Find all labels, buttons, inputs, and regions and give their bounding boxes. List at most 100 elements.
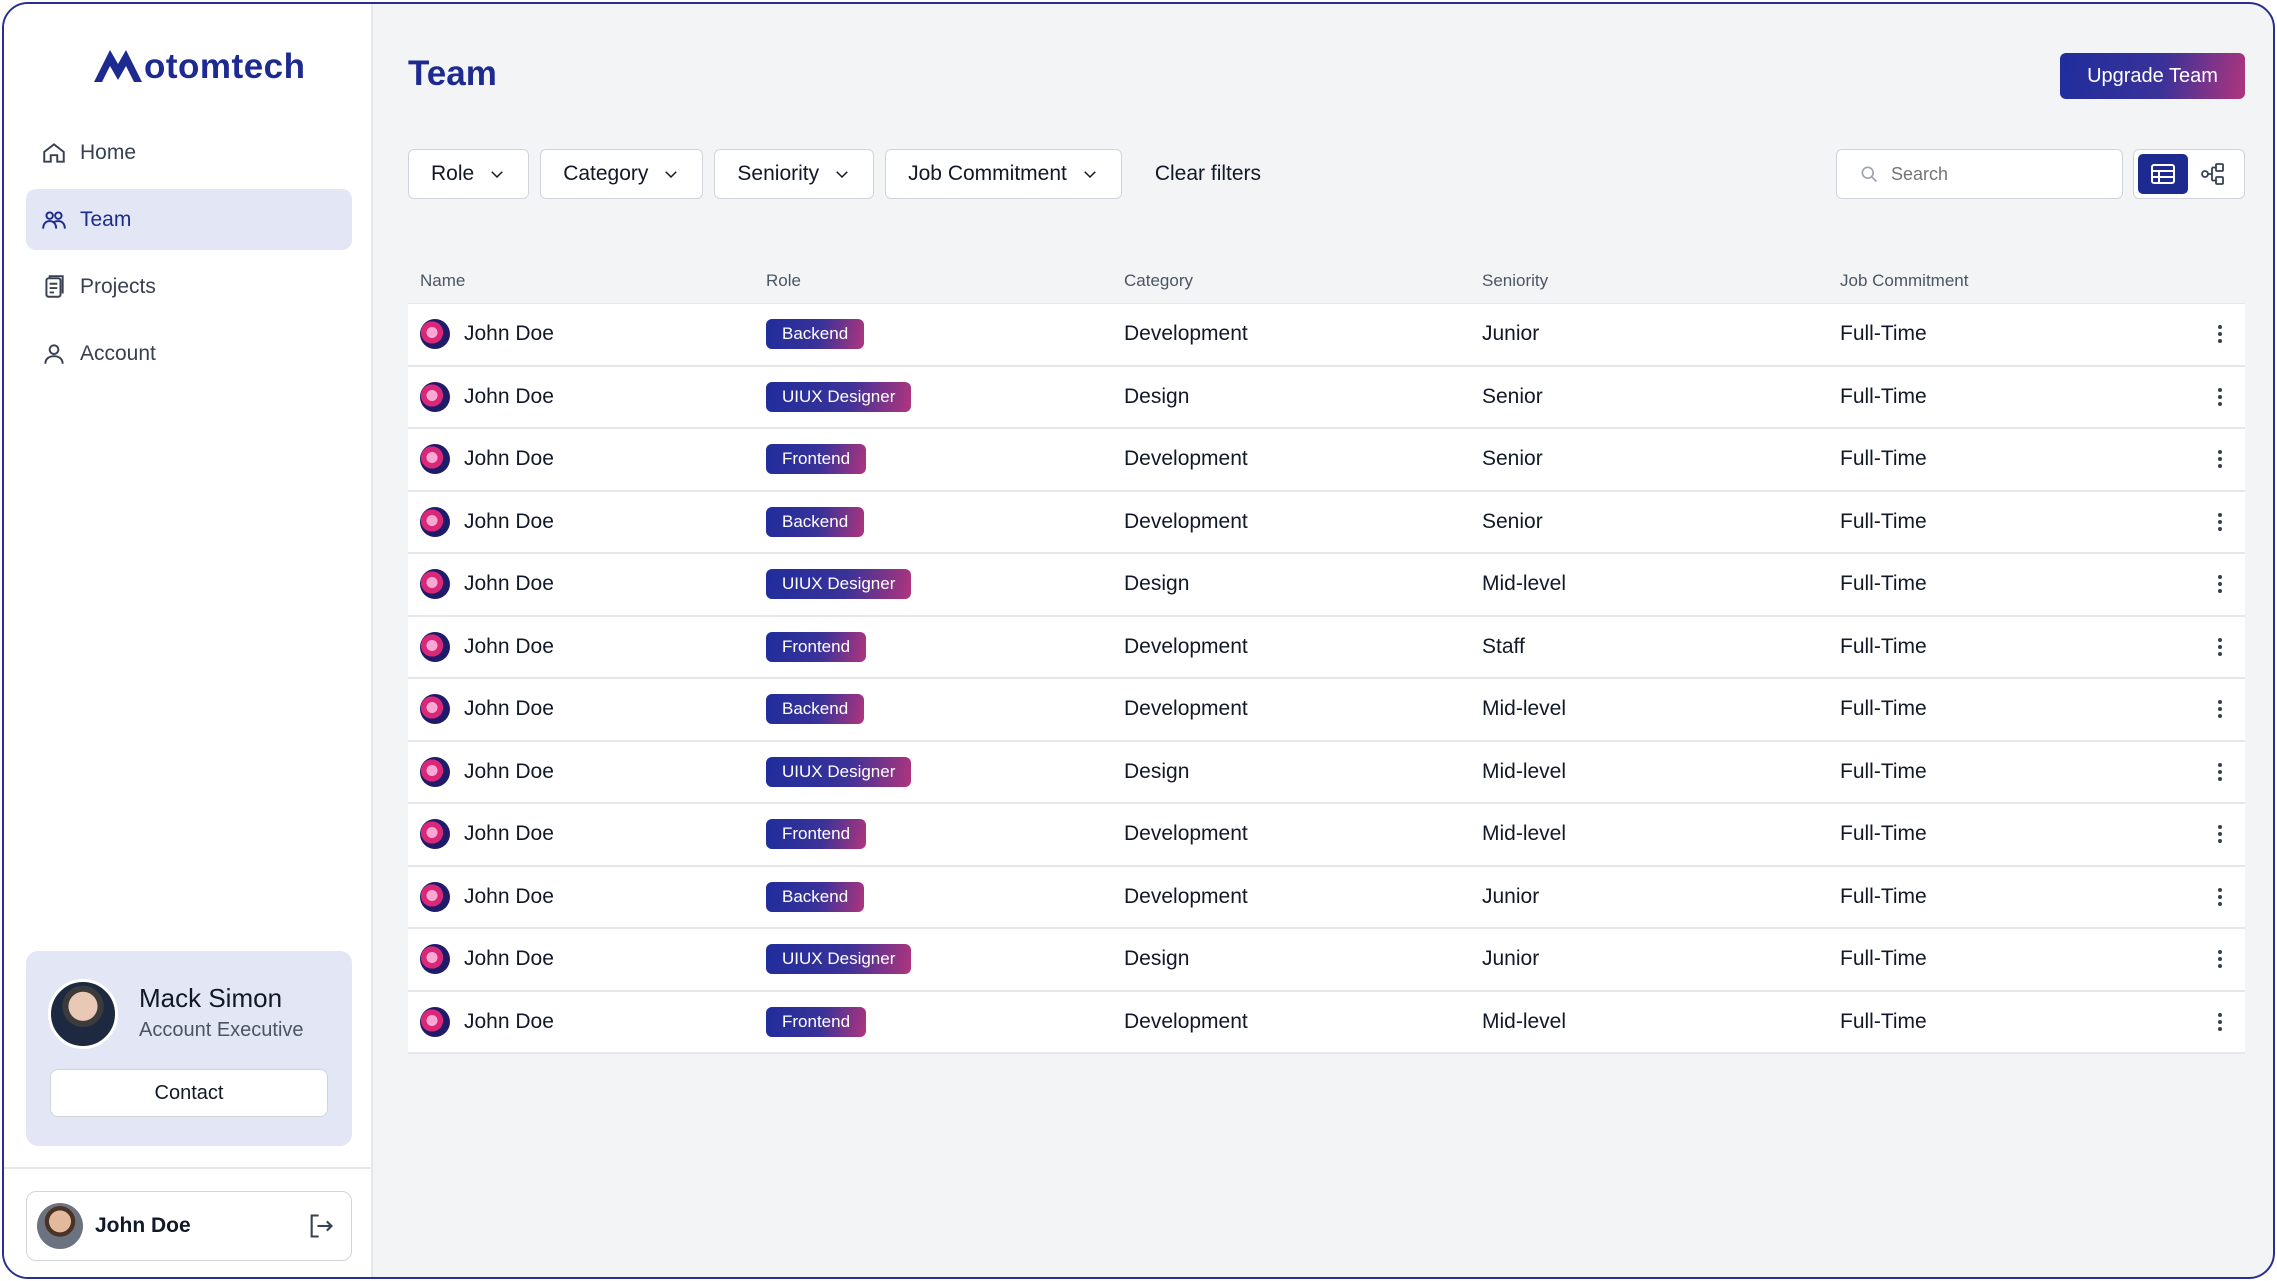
contact-name: Mack Simon [139,983,283,1013]
contact-button[interactable]: Contact [50,1069,328,1117]
role-cell: Backend [766,506,1124,537]
seniority-cell: Mid-level [1482,822,1567,846]
avatar [420,1006,450,1037]
member-name: John Doe [464,509,554,533]
search-input[interactable] [1891,163,2091,185]
table-row[interactable]: John Doe Backend Development Junior Full… [408,866,2245,929]
actions-cell [2198,321,2245,347]
name-cell: John Doe [408,819,766,850]
filter-label: Category [563,162,649,185]
upgrade-team-button[interactable]: Upgrade Team [2060,53,2245,99]
logout-icon[interactable] [301,1206,341,1246]
category-cell: Design [1124,759,1190,783]
sidebar-item-label: Account [80,341,156,365]
more-options-icon[interactable] [2207,571,2233,597]
user-icon [40,340,68,368]
column-header-role[interactable]: Role [766,271,801,290]
table-view-button[interactable] [2138,154,2188,194]
table-row[interactable]: John Doe UIUX Designer Design Junior Ful… [408,929,2245,992]
sidebar-item-home[interactable]: Home [26,122,352,183]
job-commitment-cell: Full-Time [1840,634,1927,658]
category-cell: Development [1124,634,1248,658]
filter-role[interactable]: Role [408,149,530,199]
more-options-icon[interactable] [2207,821,2233,847]
filter-label: Seniority [737,162,820,185]
more-options-icon[interactable] [2207,696,2233,722]
search-icon [1861,166,1878,183]
role-badge: UIUX Designer [766,756,912,787]
role-badge: UIUX Designer [766,944,912,975]
avatar [420,756,450,787]
name-cell: John Doe [408,631,766,662]
more-options-icon[interactable] [2207,634,2233,660]
user-name: John Doe [95,1214,191,1237]
column-header-name[interactable]: Name [420,271,466,290]
search-box[interactable] [1836,149,2123,199]
member-name: John Doe [464,634,554,658]
role-badge: Frontend [766,631,867,662]
filter-seniority[interactable]: Seniority [714,149,875,199]
avatar [420,944,450,975]
avatar [48,979,118,1049]
hierarchy-view-button[interactable] [2188,154,2238,194]
more-options-icon[interactable] [2207,509,2233,535]
table-row[interactable]: John Doe Backend Development Senior Full… [408,491,2245,554]
sidebar-item-team[interactable]: Team [26,189,352,250]
name-cell: John Doe [408,319,766,350]
more-options-icon[interactable] [2207,946,2233,972]
current-user[interactable]: John Doe [26,1191,352,1261]
more-options-icon[interactable] [2207,759,2233,785]
avatar [420,506,450,537]
role-badge: UIUX Designer [766,381,912,412]
role-badge: Frontend [766,1006,867,1037]
member-name: John Doe [464,822,554,846]
member-name: John Doe [464,759,554,783]
hierarchy-icon [2201,163,2224,185]
home-icon [40,139,68,167]
more-options-icon[interactable] [2207,1009,2233,1035]
filter-category[interactable]: Category [540,149,704,199]
column-header-seniority[interactable]: Seniority [1482,271,1549,290]
job-commitment-cell: Full-Time [1840,759,1927,783]
table-header: Name Role Category Seniority Job Commitm… [408,259,2245,304]
category-cell: Design [1124,572,1190,596]
table-row[interactable]: John Doe UIUX Designer Design Mid-level … [408,741,2245,804]
column-header-category[interactable]: Category [1124,271,1193,290]
column-header-job-commitment[interactable]: Job Commitment [1840,271,1969,290]
sidebar-item-account[interactable]: Account [26,323,352,384]
more-options-icon[interactable] [2207,321,2233,347]
more-options-icon[interactable] [2207,446,2233,472]
brand-logo[interactable]: otomtech [92,44,306,84]
actions-cell [2198,634,2245,660]
name-cell: John Doe [408,756,766,787]
role-badge: Backend [766,881,865,912]
role-cell: UIUX Designer [766,756,1124,787]
seniority-cell: Senior [1482,384,1543,408]
table-row[interactable]: John Doe Backend Development Junior Full… [408,304,2245,367]
sidebar-item-projects[interactable]: Projects [26,256,352,317]
more-options-icon[interactable] [2207,884,2233,910]
avatar [37,1203,83,1249]
more-options-icon[interactable] [2207,384,2233,410]
name-cell: John Doe [408,694,766,725]
table-row[interactable]: John Doe Frontend Development Staff Full… [408,616,2245,679]
main-content: Team Upgrade Team Role Category Seniorit… [373,4,2273,1277]
table-row[interactable]: John Doe Frontend Development Senior Ful… [408,429,2245,492]
job-commitment-cell: Full-Time [1840,572,1927,596]
table-row[interactable]: John Doe Frontend Development Mid-level … [408,804,2245,867]
role-badge: Frontend [766,819,867,850]
seniority-cell: Junior [1482,947,1540,971]
filter-job-commitment[interactable]: Job Commitment [885,149,1122,199]
table-row[interactable]: John Doe UIUX Designer Design Mid-level … [408,554,2245,617]
clear-filters-link[interactable]: Clear filters [1154,162,1262,185]
seniority-cell: Mid-level [1482,1009,1567,1033]
name-cell: John Doe [408,569,766,600]
job-commitment-cell: Full-Time [1840,697,1927,721]
table-row[interactable]: John Doe Backend Development Mid-level F… [408,679,2245,742]
avatar [420,819,450,850]
avatar [420,631,450,662]
table-row[interactable]: John Doe Frontend Development Mid-level … [408,991,2245,1054]
logo-text: otomtech [144,47,306,86]
actions-cell [2198,759,2245,785]
table-row[interactable]: John Doe UIUX Designer Design Senior Ful… [408,366,2245,429]
